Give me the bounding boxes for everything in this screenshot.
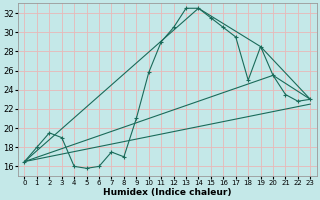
X-axis label: Humidex (Indice chaleur): Humidex (Indice chaleur) — [103, 188, 232, 197]
